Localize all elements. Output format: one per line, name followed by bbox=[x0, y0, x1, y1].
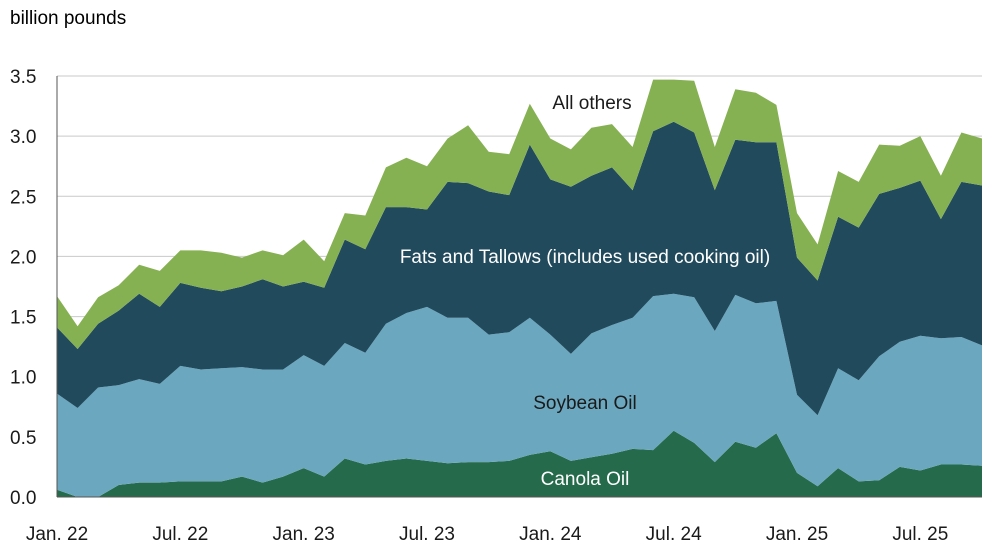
y-tick-label: 3.0 bbox=[10, 127, 36, 148]
area-soybean-oil bbox=[57, 293, 982, 497]
series-annotation: All others bbox=[552, 93, 631, 114]
x-tick-label: Jan. 23 bbox=[273, 524, 335, 545]
label-layer: All others Fats and Tallows (includes use… bbox=[400, 93, 770, 490]
x-tick-label: Jul. 23 bbox=[399, 524, 455, 545]
y-tick-label: 1.5 bbox=[10, 308, 36, 329]
axis-layer: 0.0 0.5 1.0 1.5 2.0 2.5 3.0 3.5 Jan. 22 Jul. 22 Ja… bbox=[10, 67, 982, 545]
area-canola-oil bbox=[57, 430, 982, 497]
x-tick-label: Jul. 24 bbox=[646, 524, 702, 545]
y-tick-label: 2.5 bbox=[10, 187, 36, 208]
y-tick-label: 2.0 bbox=[10, 247, 36, 268]
series-annotation: Canola Oil bbox=[541, 469, 630, 490]
x-tick-label: Jan. 24 bbox=[519, 524, 582, 545]
x-tick-label: Jul. 22 bbox=[152, 524, 208, 545]
series-annotation: Soybean Oil bbox=[533, 393, 637, 414]
area-all-others bbox=[57, 79, 982, 349]
y-tick-label: 0.5 bbox=[10, 428, 36, 449]
x-tick-label: Jan. 22 bbox=[26, 524, 88, 545]
x-tick-label: Jan. 25 bbox=[766, 524, 828, 545]
y-tick-label: 1.0 bbox=[10, 368, 36, 389]
y-tick-label: 0.0 bbox=[10, 488, 36, 509]
area-fats-and-tallows-includes-used-cooking-oil bbox=[57, 121, 982, 416]
x-tick-label: Jul. 25 bbox=[892, 524, 948, 545]
area-layer bbox=[57, 79, 982, 497]
y-axis-title: billion pounds bbox=[10, 8, 126, 29]
y-tick-label: 3.5 bbox=[10, 67, 36, 88]
series-annotation: Fats and Tallows (includes used cooking … bbox=[400, 247, 770, 268]
